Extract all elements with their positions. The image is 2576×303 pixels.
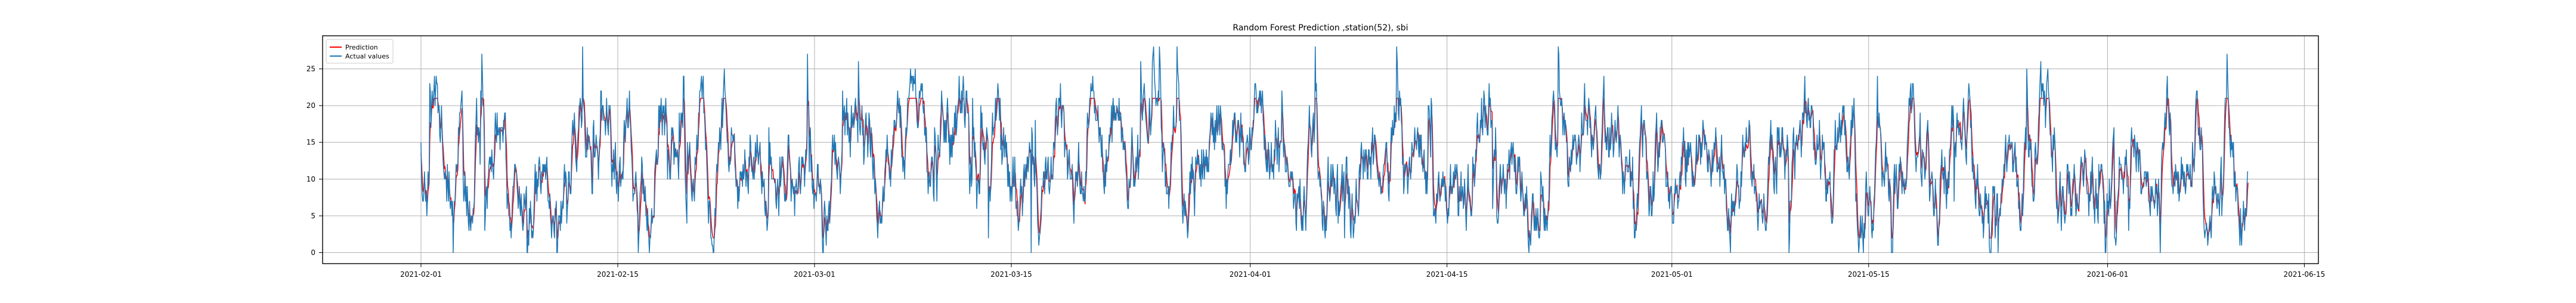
series-line-actual-values — [420, 46, 2249, 253]
legend-box — [326, 39, 394, 64]
y-tick-label: 25 — [306, 64, 315, 73]
legend-label: Actual values — [345, 52, 389, 60]
x-tick-label: 2021-03-01 — [794, 270, 835, 279]
x-tick-label: 2021-06-01 — [2087, 270, 2129, 279]
x-tick-label: 2021-04-15 — [1426, 270, 1468, 279]
x-tick-label: 2021-02-01 — [400, 270, 442, 279]
series-layer — [420, 46, 2249, 253]
y-tick-label: 15 — [306, 138, 315, 147]
y-tick-label: 0 — [311, 249, 315, 257]
legend-label: Prediction — [345, 44, 378, 51]
x-tick-label: 2021-03-15 — [990, 270, 1032, 279]
x-tick-label: 2021-06-15 — [2284, 270, 2326, 279]
y-tick-label: 20 — [306, 101, 315, 110]
x-axis: 2021-02-01 2021-02-15 2021-03-01 2021-03-15… — [400, 264, 2325, 279]
chart-title: Random Forest Prediction ,station(52), s… — [1233, 23, 1408, 33]
x-tick-label: 2021-05-15 — [1848, 270, 1890, 279]
x-tick-label: 2021-05-01 — [1651, 270, 1693, 279]
x-tick-label: 2021-02-15 — [597, 270, 639, 279]
y-tick-label: 5 — [311, 212, 315, 220]
y-tick-label: 10 — [306, 175, 315, 183]
y-axis: 0 5 10 15 20 25 — [306, 64, 323, 257]
x-tick-label: 2021-04-01 — [1230, 270, 1271, 279]
grid — [323, 36, 2318, 264]
plot-frame — [322, 35, 2319, 264]
